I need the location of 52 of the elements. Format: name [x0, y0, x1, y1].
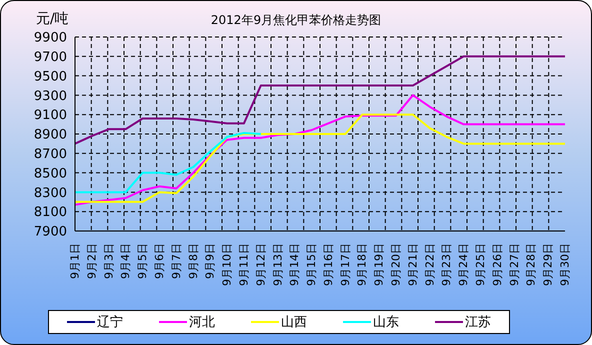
line-series [74, 132, 262, 194]
x-tick-label: 9月27日 [508, 243, 521, 286]
y-tick-label: 8100 [34, 205, 67, 220]
legend-label: 山东 [373, 314, 399, 331]
legend-label: 山西 [281, 314, 307, 331]
y-tick-label: 7900 [34, 224, 67, 240]
x-tick-label: 9月16日 [322, 243, 335, 286]
legend-label: 江苏 [465, 314, 491, 331]
x-tick-label: 9月6日 [152, 243, 166, 279]
x-tick-label: 9月1日 [68, 243, 82, 279]
x-tick-label: 9月7日 [170, 243, 183, 279]
chart-title: 2012年9月焦化甲苯价格走势图 [210, 13, 382, 27]
line-series [74, 55, 566, 145]
x-tick-label: 9月15日 [305, 243, 318, 286]
x-tick-label: 9月20日 [390, 243, 403, 286]
x-tick-label: 9月4日 [119, 243, 132, 279]
x-tick-label: 9月19日 [372, 243, 386, 286]
x-tick-label: 9月29日 [542, 243, 555, 286]
x-tick-label: 9月23日 [440, 243, 454, 286]
y-tick-label: 9300 [34, 88, 67, 104]
y-tick-label: 9500 [34, 69, 67, 84]
y-tick-label: 9100 [34, 108, 67, 124]
y-tick-label: 8700 [34, 147, 67, 162]
x-tick-label: 9月8日 [186, 243, 200, 279]
x-tick-label: 9月5日 [136, 243, 150, 279]
x-tick-label: 9月3日 [102, 243, 116, 279]
y-tick-label: 8900 [34, 128, 67, 143]
x-tick-label: 9月24日 [457, 243, 470, 286]
y-tick-label: 8300 [34, 186, 67, 201]
x-tick-label: 9月13日 [271, 243, 284, 286]
legend-label: 河北 [189, 314, 215, 331]
x-tick-label: 9月30日 [558, 243, 572, 286]
x-tick-label: 9月21日 [406, 243, 420, 286]
line-series [74, 94, 566, 206]
x-tick-label: 9月12日 [254, 243, 268, 286]
x-tick-label: 9月14日 [288, 243, 302, 286]
y-tick-label: 9700 [34, 50, 67, 66]
x-tick-label: 9月22日 [423, 243, 436, 286]
line-series [74, 114, 566, 203]
x-tick-label: 9月11日 [237, 243, 250, 286]
x-tick-label: 9月25日 [474, 243, 488, 286]
x-tick-label: 9月18日 [356, 243, 369, 286]
x-tick-label: 9月10日 [220, 243, 234, 286]
x-tick-label: 9月2日 [85, 243, 98, 279]
legend-label: 辽宁 [97, 314, 123, 331]
y-tick-label: 8500 [34, 166, 67, 182]
y-axis-title: 元/吨 [36, 10, 69, 28]
x-tick-label: 9月9日 [204, 243, 217, 279]
x-tick-label: 9月17日 [338, 243, 352, 286]
y-tick-label: 9900 [34, 30, 67, 46]
x-tick-label: 9月28日 [524, 243, 538, 286]
x-tick-label: 9月26日 [490, 243, 504, 286]
